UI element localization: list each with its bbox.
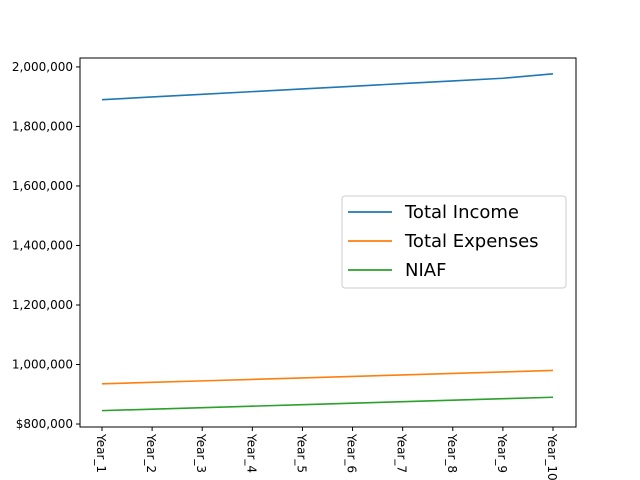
- y-tick-label: 1,800,000: [12, 119, 73, 133]
- y-tick-label: 1,200,000: [12, 298, 73, 312]
- y-tick-label: 1,000,000: [12, 358, 73, 372]
- legend-label: Total Expenses: [404, 231, 539, 252]
- legend-label: Total Income: [404, 202, 519, 223]
- series-line-2: [101, 396, 554, 412]
- plot-frame: [79, 57, 577, 428]
- legend: Total Income Total Expenses NIAF: [341, 195, 567, 289]
- series-lines: [101, 72, 554, 412]
- y-axis: $800,000 1,000,000 1,200,000 1,400,000 1,600…: [12, 60, 80, 431]
- y-tick-label: $800,000: [16, 417, 73, 431]
- x-tick-label: Year_9: [495, 433, 509, 473]
- y-tick-label: 2,000,000: [12, 60, 73, 74]
- x-tick-label: Year_3: [194, 433, 208, 473]
- x-tick-label: Year_4: [244, 433, 258, 473]
- series-line-1: [101, 369, 554, 385]
- x-tick-label: Year_8: [445, 433, 459, 473]
- series-line-0: [101, 72, 554, 101]
- x-tick-label: Year_1: [94, 433, 108, 473]
- y-tick-label: 1,600,000: [12, 179, 73, 193]
- x-tick-label: Year_6: [345, 433, 359, 473]
- x-tick-label: Year_10: [545, 433, 559, 480]
- y-tick-label: 1,400,000: [12, 238, 73, 252]
- legend-box: [341, 195, 567, 289]
- x-tick-label: Year_5: [294, 433, 308, 473]
- legend-label: NIAF: [405, 260, 446, 281]
- x-tick-label: Year_7: [395, 433, 409, 473]
- x-axis: Year_1 Year_2 Year_3 Year_4 Year_5 Year_6 Year…: [94, 427, 559, 480]
- x-tick-label: Year_2: [144, 433, 158, 473]
